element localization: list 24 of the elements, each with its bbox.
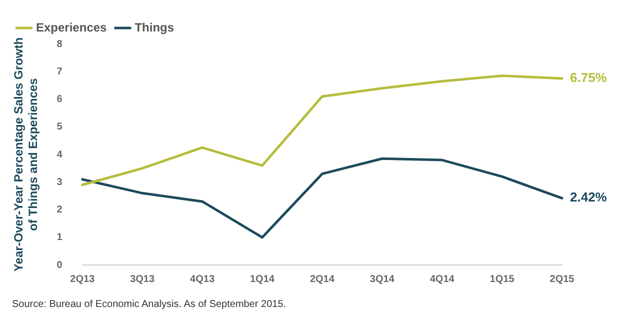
- y-tick-label: 4: [56, 149, 63, 160]
- y-tick-label: 1: [56, 232, 63, 244]
- y-tick-label: 2: [56, 204, 63, 216]
- x-tick-label: 1Q15: [490, 274, 515, 285]
- legend-label: Things: [134, 20, 174, 34]
- data-label: 2.42%: [570, 190, 608, 205]
- y-tick-label: 6: [56, 94, 63, 105]
- legend-label: Experiences: [36, 20, 108, 34]
- y-tick-label: 5: [56, 122, 63, 133]
- x-tick-label: 3Q14: [370, 274, 395, 285]
- x-tick-label: 2Q14: [310, 274, 335, 285]
- y-tick-label: 8: [56, 38, 63, 50]
- y-axis-title: Year-Over-Year Percentage Sales Growth of Things and Experiences: [12, 37, 40, 272]
- y-tick-label: 7: [56, 66, 63, 78]
- y-tick-label: 3: [56, 176, 63, 188]
- x-tick-label: 3Q13: [130, 274, 155, 285]
- x-tick-label: 2Q15: [550, 274, 575, 285]
- data-label: 6.75%: [570, 70, 608, 86]
- x-tick-label: 4Q13: [190, 274, 215, 285]
- y-tick-label: 0: [56, 260, 63, 271]
- x-tick-label: 4Q14: [430, 274, 455, 285]
- x-tick-label: 2Q13: [70, 274, 96, 285]
- source-note: Source: Bureau of Economic Analysis. As of September 2015.: [12, 299, 288, 310]
- x-tick-label: 1Q14: [250, 274, 275, 285]
